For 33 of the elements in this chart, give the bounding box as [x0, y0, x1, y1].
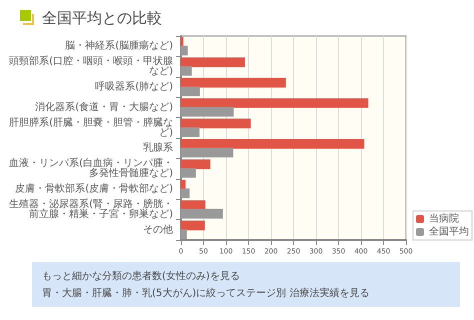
text: 胃・大腸・肝臓・肺・乳(5大がん)に絞ってステージ別 治療法実績を見る — [42, 286, 370, 300]
bar — [180, 139, 364, 149]
y-tick-label: 血液・リンパ系(白血病・リンパ腫・多発性骨髄腫など) — [9, 157, 174, 180]
bar — [180, 57, 245, 68]
bar — [180, 78, 286, 88]
bar — [180, 118, 251, 128]
bar — [180, 159, 210, 170]
bar — [180, 148, 234, 158]
bar — [180, 86, 200, 96]
bar — [180, 229, 187, 239]
bar — [180, 46, 188, 56]
y-tick-label: 生殖器・泌尿器系(腎・尿路・膀胱・前立腺・精巣・子宮・卵巣など) — [9, 198, 174, 220]
y-tick-label: その他 — [143, 223, 173, 236]
bar — [180, 188, 190, 198]
bar — [180, 98, 368, 108]
y-tick-label: 頭頸部系(口腔・咽頭・喉頭・甲状腺など) — [9, 55, 174, 78]
text: もっと細かな分類の患者数(女性のみ)を見る — [42, 270, 241, 283]
chart-title: 全国平均との比較 — [42, 8, 162, 28]
y-tick-label: 肝胆膵系(肝臓・胆嚢・胆管・膵臓など) — [9, 116, 174, 138]
legend-label: 当病院 — [429, 212, 459, 224]
y-tick-label: 乳腺系 — [143, 142, 173, 154]
bar — [180, 220, 205, 230]
bar — [180, 200, 206, 210]
bar — [180, 168, 196, 178]
y-tick-label: 皮膚・骨軟部系(皮膚・骨軟部など) — [15, 182, 174, 194]
y-tick-label: 呼吸器系(肺など) — [95, 80, 174, 92]
bar — [180, 106, 234, 117]
bar — [180, 208, 223, 219]
legend-label: 全国平均 — [429, 226, 469, 238]
bar — [180, 66, 192, 76]
y-tick-label: 脳・神経系(脳腫瘍など) — [65, 40, 174, 52]
bar — [180, 127, 200, 137]
y-tick-label: 消化器系(食道・胃・大腸など) — [35, 100, 174, 113]
